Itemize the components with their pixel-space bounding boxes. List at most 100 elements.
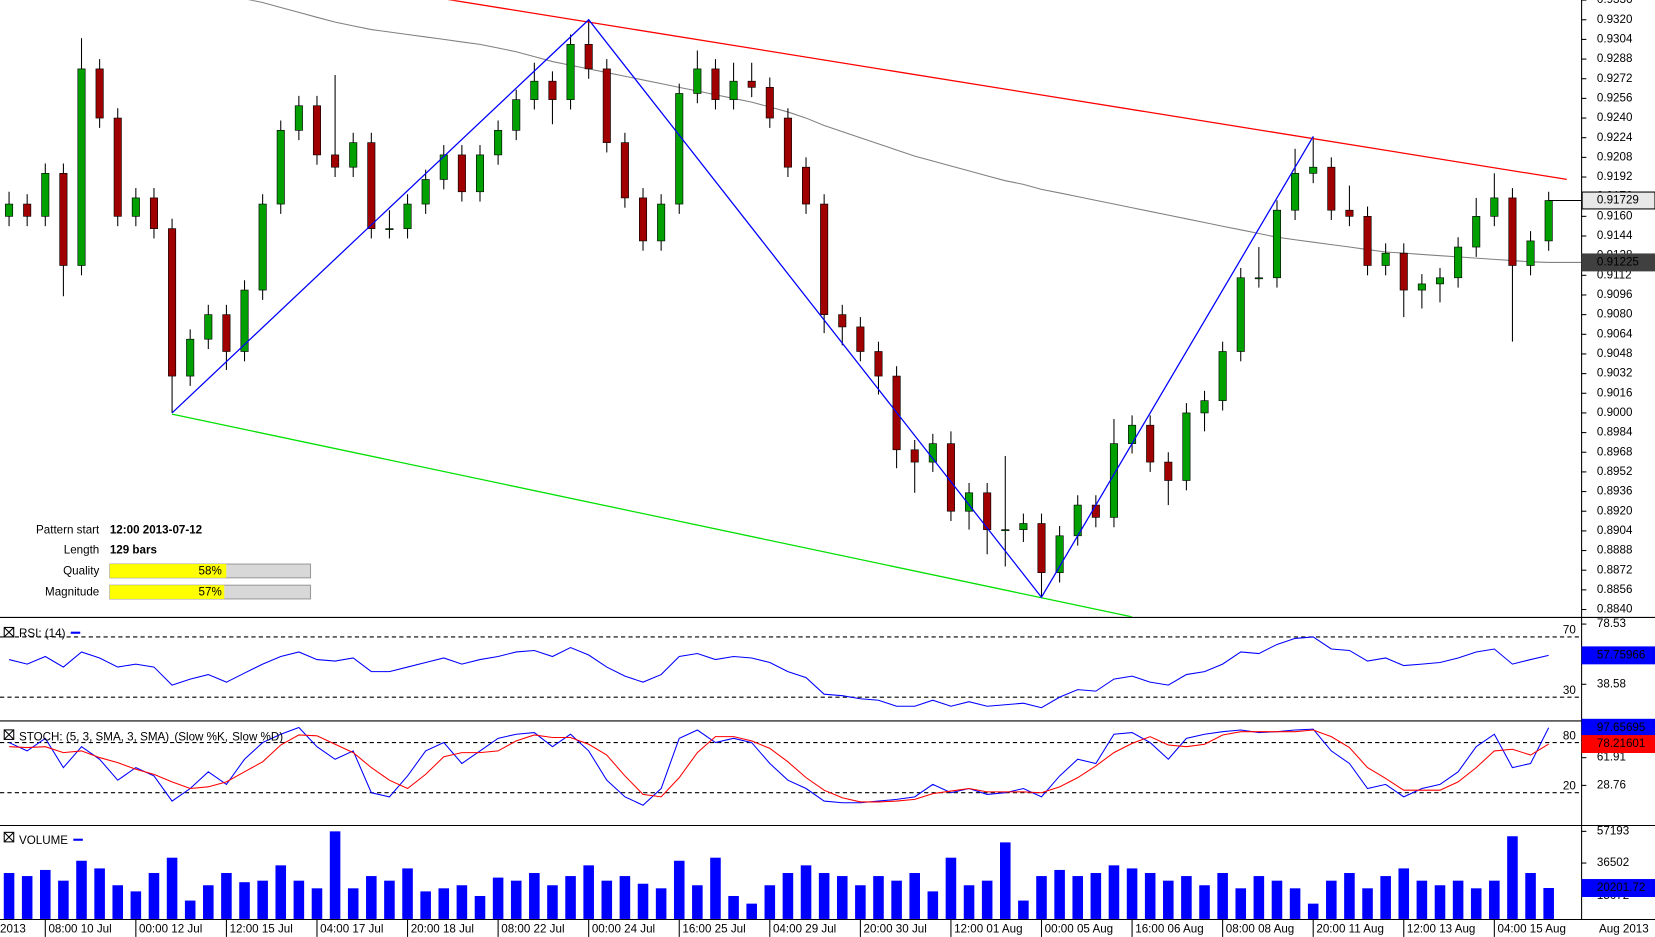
- candle-body: [1128, 424, 1137, 444]
- volume-bar: [565, 876, 576, 919]
- panel-title: VOLUME: [19, 834, 68, 847]
- info-label: Pattern start: [36, 523, 100, 536]
- volume-bar: [673, 860, 685, 919]
- candle-body: [946, 443, 955, 512]
- candle-body: [1345, 209, 1354, 217]
- candle-body: [403, 203, 412, 229]
- volume-bar: [1489, 880, 1500, 919]
- candle-body: [1381, 252, 1390, 266]
- volume-bar: [1090, 873, 1102, 919]
- candle-body: [1327, 166, 1336, 211]
- volume-bar: [311, 888, 323, 919]
- info-bar-label: 57%: [199, 586, 222, 599]
- volume-bar: [203, 885, 214, 919]
- candle-body: [1526, 240, 1535, 266]
- candle-body: [421, 179, 430, 205]
- y-tick-label: 0.8856: [1597, 583, 1633, 596]
- y-tick-label: 0.9080: [1597, 308, 1633, 321]
- y-tick-label: 0.9096: [1597, 288, 1633, 301]
- resistance-line: [447, 0, 1567, 181]
- x-tick-label: 12:00 01 Aug: [954, 923, 1022, 936]
- volume-bar: [402, 868, 413, 919]
- volume-bar: [58, 880, 69, 919]
- value-label-box: [1581, 191, 1655, 210]
- value-label-box: [1581, 253, 1655, 272]
- y-tick-label: 0.9064: [1597, 327, 1633, 340]
- panel-title: RSI: (14): [19, 627, 66, 640]
- info-bar: [109, 564, 227, 578]
- candle-body: [1037, 523, 1046, 573]
- volume-bar: [1072, 876, 1084, 919]
- volume-bar: [184, 900, 196, 919]
- info-label: Quality: [63, 565, 99, 578]
- value-label: 57.75966: [1597, 648, 1645, 661]
- volume-bar: [21, 876, 33, 919]
- candle-body: [639, 197, 648, 242]
- volume-bar: [1525, 873, 1536, 919]
- volume-bar: [257, 880, 268, 919]
- volume-bar: [438, 888, 450, 919]
- value-label: 0.91729: [1597, 194, 1639, 207]
- y-tick-label: 0.9224: [1597, 131, 1633, 144]
- candle-body: [675, 93, 684, 205]
- candle-body: [1472, 216, 1481, 248]
- x-start-label: 2013: [0, 923, 26, 936]
- panel-close-icons: [3, 626, 15, 843]
- volume-bar: [1362, 888, 1373, 919]
- candle-body: [349, 142, 358, 168]
- panel-title: STOCH: (5, 3, SMA, 3, SMA): [19, 730, 169, 743]
- level-label: 20: [1563, 779, 1576, 792]
- panel: [0, 726, 1582, 806]
- candle-body: [548, 80, 557, 100]
- candle-body: [620, 142, 629, 199]
- candle-body: [1164, 461, 1173, 481]
- candle-body: [1508, 197, 1517, 266]
- volume-bar: [728, 895, 739, 919]
- y-tick-label: 78.53: [1597, 617, 1626, 630]
- volume-bar: [1470, 888, 1482, 919]
- candle-body: [439, 154, 448, 180]
- volume-bar: [1452, 880, 1464, 919]
- volume-bar: [3, 873, 15, 919]
- support-line: [171, 413, 1133, 617]
- value-label-box: [1581, 735, 1655, 754]
- candle-body: [874, 351, 883, 377]
- x-tick-label: 00:00 12 Jul: [139, 923, 202, 936]
- volume-bar: [800, 865, 812, 919]
- pattern-info: Pattern start 12:00 2013-07-12 Length 12…: [36, 523, 312, 600]
- y-tick-label: 0.8984: [1597, 426, 1633, 439]
- volume-bar: [456, 885, 468, 919]
- volume-bar: [1108, 865, 1120, 919]
- volume-bar: [474, 895, 486, 919]
- volume-bar: [637, 883, 649, 919]
- volume-bar: [601, 880, 613, 919]
- y-tick-label: 0.9272: [1597, 72, 1633, 85]
- x-tick-label: 20:00 30 Jul: [864, 923, 927, 936]
- volume-bar: [166, 857, 178, 919]
- x-tick-label: 04:00 17 Jul: [320, 923, 383, 936]
- y-tick-label: 0.9240: [1597, 111, 1633, 124]
- value-label: 97.65695: [1597, 721, 1645, 734]
- volume-bar: [130, 891, 142, 919]
- candle-body: [584, 44, 593, 70]
- volume-bar: [547, 885, 558, 919]
- x-tick-label: 12:00 15 Jul: [230, 923, 293, 936]
- volume-bar: [981, 880, 993, 919]
- series-line: [9, 729, 1549, 803]
- candle-body: [1309, 166, 1318, 174]
- volume-bar: [836, 876, 848, 919]
- volume-bar: [999, 842, 1011, 919]
- candle-body: [77, 68, 86, 266]
- y-tick-label: 0.9144: [1597, 229, 1633, 242]
- y-tick-label: 0.9112: [1597, 268, 1632, 281]
- x-tick-label: 04:00 15 Aug: [1498, 923, 1566, 936]
- volume-bar: [148, 873, 160, 919]
- volume-bar: [239, 882, 250, 919]
- y-tick-label: 0.9192: [1597, 170, 1633, 183]
- info-bar-label: 58%: [199, 565, 222, 578]
- volume-bar: [655, 888, 667, 919]
- candle-body: [149, 197, 158, 229]
- candle-body: [131, 197, 140, 217]
- candle-body: [1236, 277, 1245, 352]
